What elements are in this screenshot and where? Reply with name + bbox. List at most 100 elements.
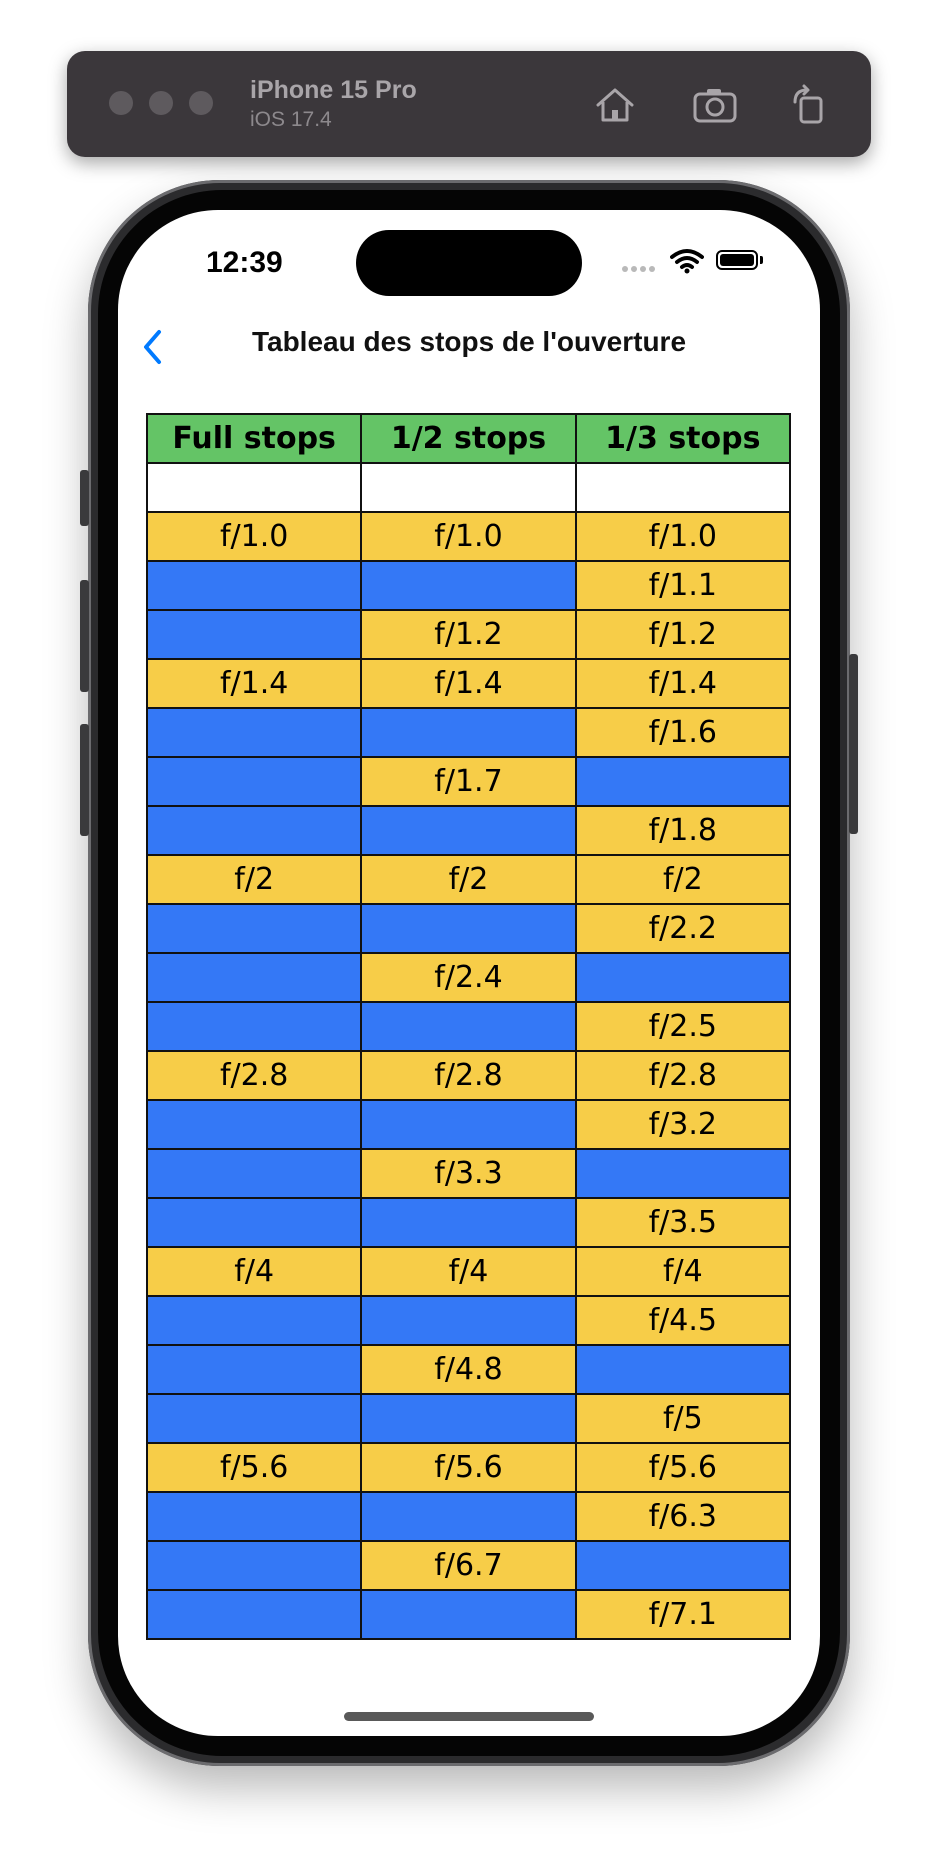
table-row: f/1.7 [145,756,792,807]
home-icon [596,88,634,122]
table-row: f/6.7 [145,1540,792,1591]
table-cell: f/5.6 [145,1442,363,1493]
table-cell: f/2.8 [145,1050,363,1101]
table-cell: f/1.0 [574,511,792,562]
table-cell [360,560,577,611]
volume-up-button [80,580,89,692]
table-cell [574,756,792,807]
screenshot-button[interactable] [690,80,740,130]
table-cell: f/2 [145,854,363,905]
table-cell: f/4 [145,1246,363,1297]
table-cell [145,805,363,856]
table-cell [145,560,363,611]
header-half-stops: 1/2 stops [360,413,577,464]
table-row: f/1.8 [145,805,792,856]
volume-down-button [80,724,89,836]
table-cell: f/4.5 [574,1295,792,1346]
table-cell [360,1393,577,1444]
table-cell: f/1.0 [145,511,363,562]
camera-icon [693,89,737,123]
table-cell [574,952,792,1003]
table-row: f/2.2 [145,903,792,954]
table-row: f/3.3 [145,1148,792,1199]
table-cell [145,707,363,758]
aperture-stops-table: Full stops 1/2 stops 1/3 stops f/1.0 f/1… [145,413,792,1640]
header-full-stops: Full stops [145,413,363,464]
table-cell: f/4.8 [360,1344,577,1395]
table-row: f/1.2 f/1.2 [145,609,792,660]
table-cell: f/5.6 [574,1442,792,1493]
table-row: f/4.5 [145,1295,792,1346]
table-cell: f/1.6 [574,707,792,758]
page-title: Tableau des stops de l'ouverture [251,326,687,357]
table-cell [145,952,363,1003]
table-row: f/5 [145,1393,792,1444]
close-window-button[interactable] [109,91,133,115]
table-cell: f/1.4 [574,658,792,709]
table-cell [360,1197,577,1248]
cellular-signal-icon [622,266,655,272]
table-cell [145,1393,363,1444]
table-row [145,462,792,513]
table-cell: f/3.3 [360,1148,577,1199]
table-cell [574,1540,792,1591]
table-cell [145,1099,363,1150]
action-button [80,470,89,526]
table-cell [145,1295,363,1346]
power-button [849,654,858,834]
table-row: f/2 f/2 f/2 [145,854,792,905]
table-cell: f/7.1 [574,1589,792,1640]
table-cell [145,756,363,807]
table-cell: f/3.5 [574,1197,792,1248]
table-cell: f/2 [360,854,577,905]
table-cell [145,1491,363,1542]
table-cell [360,1295,577,1346]
table-cell: f/2 [574,854,792,905]
table-row: f/3.5 [145,1197,792,1248]
rotate-icon [793,84,823,124]
table-cell: f/5 [574,1393,792,1444]
table-cell [145,1589,363,1640]
table-cell: f/2.2 [574,903,792,954]
table-row: f/1.4 f/1.4 f/1.4 [145,658,792,709]
table-cell [145,903,363,954]
table-cell: f/4 [360,1246,577,1297]
wifi-icon [670,249,704,274]
dynamic-island [356,230,582,296]
table-cell: f/2.4 [360,952,577,1003]
table-row: f/7.1 [145,1589,792,1640]
table-cell: f/1.2 [360,609,577,660]
table-cell [360,805,577,856]
simulator-device-name: iPhone 15 Pro [250,76,417,104]
table-cell: f/3.2 [574,1099,792,1150]
table-cell: f/4 [574,1246,792,1297]
table-cell [574,1148,792,1199]
zoom-window-button[interactable] [189,91,213,115]
table-cell: f/1.2 [574,609,792,660]
table-row: f/2.8 f/2.8 f/2.8 [145,1050,792,1101]
table-cell: f/1.4 [145,658,363,709]
table-row: f/1.1 [145,560,792,611]
home-indicator[interactable] [344,1712,594,1721]
table-cell [145,1148,363,1199]
table-cell: f/1.8 [574,805,792,856]
table-cell: f/1.0 [360,511,577,562]
table-cell: f/6.7 [360,1540,577,1591]
aperture-stops-table-container[interactable]: Full stops 1/2 stops 1/3 stops f/1.0 f/1… [145,413,792,1640]
table-cell [145,1197,363,1248]
chevron-left-icon [144,330,161,364]
back-button[interactable] [132,322,172,372]
phone-screen: 12:39 Tableau des stops de l'ouverture F [118,210,820,1736]
table-row: f/5.6 f/5.6 f/5.6 [145,1442,792,1493]
minimize-window-button[interactable] [149,91,173,115]
table-cell: f/1.7 [360,756,577,807]
table-cell [145,462,363,513]
rotate-button[interactable] [785,80,835,130]
table-row: f/2.4 [145,952,792,1003]
simulator-os-version: iOS 17.4 [250,108,332,131]
table-row: f/2.5 [145,1001,792,1052]
home-button[interactable] [590,80,640,130]
header-third-stops: 1/3 stops [574,413,792,464]
table-cell [574,1344,792,1395]
table-cell: f/2.8 [574,1050,792,1101]
